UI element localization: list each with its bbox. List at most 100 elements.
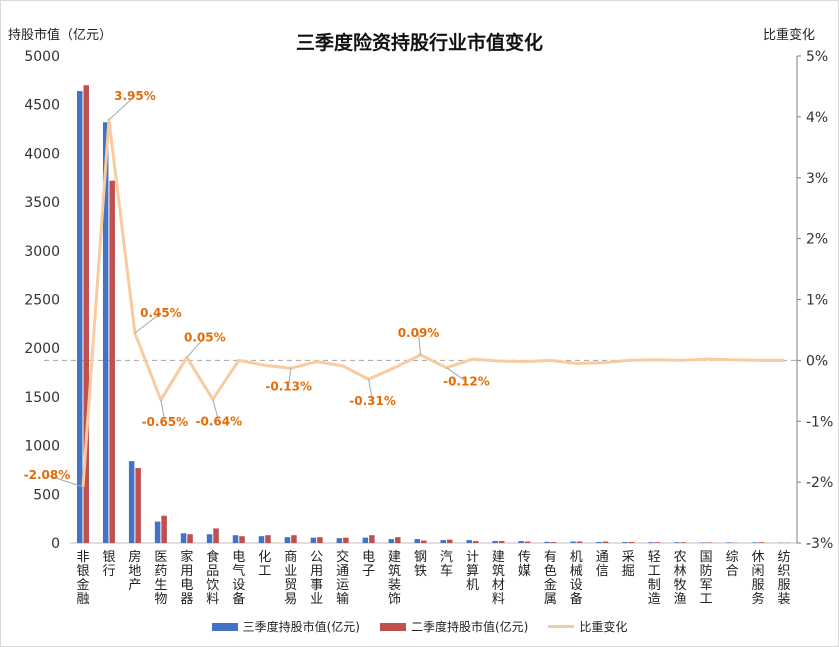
- bar-q3: [362, 537, 369, 543]
- data-label-leader: [108, 95, 136, 121]
- data-label: -0.64%: [195, 414, 242, 428]
- data-label: -2.08%: [24, 468, 71, 482]
- y-right-tick-label: -3%: [806, 536, 833, 552]
- bar-q2: [446, 539, 453, 543]
- x-category-label: 家用电器: [180, 549, 193, 607]
- y-right-tick-label: 3%: [806, 171, 828, 187]
- bar-q2: [576, 541, 583, 543]
- bar-q3: [726, 542, 732, 543]
- y-left-tick-label: 3500: [24, 195, 60, 211]
- x-category-label: 传媒: [518, 550, 531, 579]
- y-left-tick-label: 5000: [24, 49, 60, 65]
- x-category-label: 化工: [258, 550, 271, 579]
- bar-q3: [492, 541, 498, 543]
- bar-q3: [76, 91, 83, 544]
- chart-title: 三季度险资持股行业市值变化: [295, 32, 543, 54]
- bar-q3: [336, 538, 343, 543]
- legend-item-q2: 二季度持股市值(亿元): [379, 618, 529, 635]
- bar-q3: [440, 540, 446, 543]
- y-right-tick-label: -1%: [806, 414, 833, 430]
- y-left-tick-label: 4500: [24, 98, 60, 114]
- weight-change-line: [81, 118, 785, 488]
- y-right-tick-label: 4%: [806, 110, 828, 126]
- y-left-tick-label: 3000: [24, 244, 60, 260]
- x-category-label: 纺织服装: [778, 550, 791, 607]
- bar-q3: [414, 539, 421, 543]
- legend-label-q2: 二季度持股市值(亿元): [410, 620, 529, 634]
- y-left-tick-label: 4000: [24, 146, 60, 162]
- data-label-leader: [46, 474, 84, 488]
- bar-q3: [700, 542, 706, 543]
- x-category-label: 电子: [362, 550, 375, 579]
- bar-q3: [674, 542, 680, 543]
- data-label-leader: [134, 312, 162, 334]
- bar-q3: [128, 461, 135, 543]
- bar-q3: [206, 534, 213, 543]
- bar-q3: [544, 541, 550, 543]
- y-right-tick-label: 5%: [806, 49, 828, 65]
- x-category-label: 农林牧渔: [674, 550, 687, 607]
- x-category-label: 国防军工: [700, 550, 713, 607]
- data-label-leader: [368, 379, 374, 402]
- y-left-tick-label: 1000: [24, 439, 60, 455]
- x-category-label: 有色金属: [544, 550, 557, 607]
- data-label-leader: [288, 368, 292, 387]
- bar-q2: [369, 535, 375, 543]
- x-category-label: 综合: [726, 550, 739, 579]
- x-category-label: 建筑材料: [492, 550, 505, 607]
- bar-q2: [317, 537, 323, 543]
- bar-q2: [161, 515, 167, 543]
- bar-q2: [213, 528, 219, 543]
- bar-q2: [654, 542, 661, 543]
- x-category-label: 商业贸易: [284, 550, 297, 607]
- data-label: -0.13%: [265, 379, 312, 393]
- bar-q2: [187, 534, 193, 543]
- legend-label-q3: 三季度持股市值(亿元): [242, 620, 360, 634]
- data-label: 0.09%: [398, 326, 440, 340]
- bar-q3: [310, 537, 317, 543]
- x-category-label: 房地产: [128, 549, 141, 593]
- data-label-leader: [212, 399, 220, 422]
- legend: 三季度持股市值(亿元) 二季度持股市值(亿元) 比重变化: [0, 618, 839, 635]
- bar-q3: [622, 542, 628, 543]
- bar-q3: [466, 540, 472, 543]
- x-category-label: 建筑装饰: [388, 550, 401, 607]
- x-category-label: 机械设备: [570, 550, 583, 607]
- legend-swatch-q2: [379, 622, 406, 631]
- bar-q2: [680, 542, 687, 543]
- y-right-tick-label: -2%: [806, 475, 833, 491]
- x-category-label: 医药生物: [154, 550, 167, 607]
- bar-q3: [258, 536, 265, 543]
- y-axis-left-title: 持股市值（亿元）: [8, 28, 113, 43]
- x-category-label: 公用事业: [310, 550, 323, 607]
- bar-q2: [239, 536, 245, 543]
- x-category-label: 钢铁: [414, 550, 427, 579]
- x-category-label: 交通运输: [336, 549, 349, 607]
- legend-label-weight-change: 比重变化: [579, 620, 628, 634]
- y-left-tick-label: 0: [51, 536, 60, 552]
- bar-q3: [180, 533, 187, 543]
- data-label-leader: [418, 332, 422, 355]
- bar-q3: [596, 542, 602, 543]
- x-category-label: 食品饮料: [206, 549, 219, 607]
- bar-q2: [706, 542, 713, 543]
- bar-q3: [102, 122, 109, 544]
- bar-q2: [472, 541, 479, 543]
- bar-q2: [83, 85, 89, 543]
- y-left-tick-label: 1500: [24, 390, 60, 406]
- x-category-label: 轻工制造: [648, 550, 661, 607]
- bar-q2: [758, 542, 765, 543]
- bar-q2: [135, 468, 141, 543]
- bar-q2: [628, 542, 635, 543]
- legend-item-weight-change: 比重变化: [548, 618, 627, 635]
- bar-q2: [421, 540, 427, 543]
- data-label-leader: [446, 367, 467, 383]
- x-category-label: 计算机: [466, 550, 479, 593]
- data-label: 3.95%: [114, 89, 156, 103]
- bar-q3: [752, 542, 758, 543]
- bar-q3: [284, 537, 291, 543]
- x-category-label: 通信: [596, 550, 609, 579]
- bar-q3: [232, 535, 239, 543]
- y-right-tick-label: 1%: [806, 293, 828, 309]
- data-label: -0.65%: [142, 415, 189, 429]
